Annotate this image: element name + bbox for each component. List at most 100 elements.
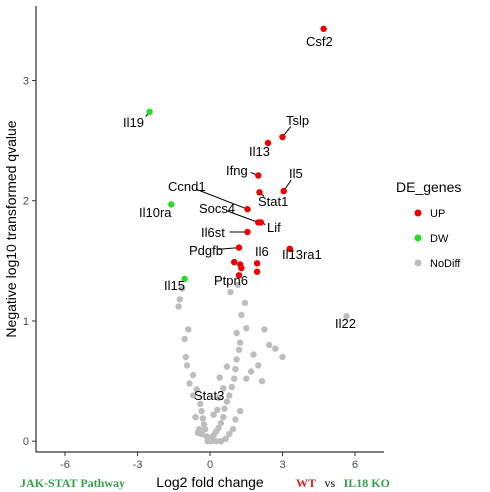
gene-label: Stat3 [194, 388, 224, 403]
legend-label-nodiff: NoDiff [430, 258, 461, 270]
nodiff-point [232, 416, 239, 423]
caption-vs: vs [324, 476, 335, 490]
dw-point [168, 201, 175, 208]
up-point [235, 244, 243, 251]
gene-label: Il13ra1 [282, 247, 322, 262]
axis-ticks: -6 -3 0 3 6 0 1 2 3 [23, 76, 358, 471]
caption-ko: IL18 KO [344, 476, 390, 490]
nodiff-point [235, 346, 243, 353]
y-tick-label: 2 [23, 196, 29, 208]
nodiff-point [215, 394, 222, 402]
y-tick-label: 1 [23, 316, 29, 328]
legend-key-nodiff [414, 259, 422, 267]
nodiff-point [210, 411, 217, 418]
caption-wt: WT [296, 476, 316, 490]
nodiff-point [223, 363, 231, 370]
gene-label: Tslp [286, 113, 309, 128]
nodiff-point [204, 438, 211, 445]
x-tick-label: 3 [279, 459, 285, 471]
nodiff-point [185, 326, 192, 333]
gene-label: Ifng [226, 163, 248, 178]
nodiff-point [223, 398, 231, 405]
gene-label: Il5 [289, 166, 303, 181]
gene-label: Ptpn6 [214, 273, 248, 288]
up-point [257, 219, 264, 226]
leader-line [195, 188, 248, 210]
nodiff-point [212, 438, 220, 445]
nodiff-point [194, 429, 202, 436]
nodiff-point [234, 281, 241, 289]
nodiff-point [186, 380, 193, 387]
nodiff-point [193, 386, 200, 393]
up-point [280, 187, 287, 195]
legend-items: UP DW NoDiff [414, 208, 461, 270]
nodiff-point [250, 351, 257, 358]
nodiff-point [228, 383, 235, 391]
up-point [279, 133, 286, 141]
nodiff-point [181, 335, 188, 343]
nodiff-point [238, 311, 245, 319]
up-point [320, 25, 327, 32]
nodiff-point [214, 406, 221, 414]
up-point [235, 272, 243, 279]
legend-key-up [414, 209, 422, 217]
gene-label: Stat1 [258, 194, 288, 209]
nodiff-point [197, 400, 204, 408]
x-tick-label: -3 [133, 459, 143, 471]
up-point [244, 228, 251, 236]
nodiff-point [220, 385, 227, 392]
nodiff-point [229, 426, 237, 433]
y-axis-title: Negative log10 transformed qvalue [3, 120, 19, 337]
nodiff-point [226, 430, 233, 438]
nodiff-point [241, 299, 249, 307]
nodiff-point [192, 413, 199, 421]
nodiff-point [189, 392, 197, 399]
nodiff-point [232, 365, 239, 373]
dw-point [146, 108, 153, 116]
nodiff-point [222, 435, 229, 442]
up-point [253, 260, 261, 267]
nodiff-point [175, 303, 182, 310]
y-tick-label: 3 [23, 76, 29, 88]
up-point [231, 258, 238, 266]
legend: DE_genes UP DW NoDiff [396, 179, 461, 270]
up-point [253, 268, 261, 275]
nodiff-point [220, 413, 227, 421]
legend-key-dw [414, 234, 422, 242]
nodiff-point [243, 375, 250, 382]
nodiff-point [176, 296, 183, 303]
nodiff-point [255, 362, 262, 369]
nodiff-point [272, 345, 279, 352]
up-point [264, 139, 272, 147]
nodiff-point [189, 371, 197, 379]
gene-label: Il6st [201, 225, 225, 240]
up-point [256, 189, 263, 196]
up-point [286, 245, 293, 252]
nodiff-point [227, 288, 234, 296]
nodiff-point [237, 407, 244, 415]
gene-label: Pdgfb [189, 243, 223, 258]
gene-label: Il22 [335, 316, 356, 331]
nodiff-point [261, 326, 268, 333]
gene-label: Il15 [164, 278, 185, 293]
caption-pathway: JAK-STAT Pathway [20, 476, 125, 490]
gene-label: Il19 [123, 115, 144, 130]
legend-label-dw: DW [430, 233, 449, 245]
nodiff-point [198, 407, 205, 415]
nodiff-point [237, 339, 244, 346]
nodiff-point [199, 415, 206, 422]
x-tick-label: 6 [352, 459, 358, 471]
nodiff-point [200, 421, 208, 428]
nodiff-point [343, 313, 350, 320]
data-points [146, 25, 350, 445]
x-tick-label: -6 [60, 459, 70, 471]
gene-label: Csf2 [306, 34, 333, 49]
nodiff-point [216, 374, 223, 381]
leader-line [226, 210, 259, 223]
nodiff-point [179, 285, 186, 292]
legend-label-up: UP [430, 208, 445, 220]
x-axis-title: Log2 fold change [156, 474, 264, 490]
nodiff-point [202, 426, 209, 433]
